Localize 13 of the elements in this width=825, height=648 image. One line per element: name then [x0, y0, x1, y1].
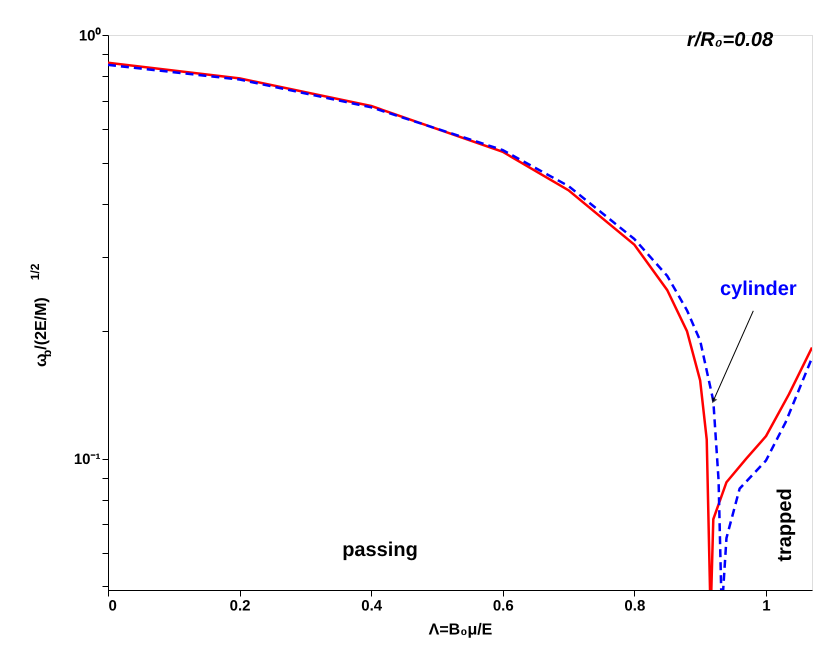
x-tick-label: 1	[762, 598, 771, 614]
series-label: cylinder	[720, 278, 797, 300]
x-tick-label: 0.4	[361, 598, 383, 614]
y-tick-label: 10⁻¹	[74, 451, 100, 468]
x-axis-title: Λ=B₀μ/E	[428, 622, 493, 638]
x-tick-label: 0	[108, 598, 117, 614]
annotation: r/R₀=0.08	[686, 29, 774, 51]
x-tick-label: 0.2	[230, 598, 251, 614]
x-tick-label: 0.6	[492, 598, 514, 614]
annotation: passing	[342, 539, 418, 561]
y-tick-label: 10⁰	[78, 26, 102, 44]
x-tick-label: 0.8	[624, 598, 646, 614]
annotation: trapped	[774, 488, 796, 562]
